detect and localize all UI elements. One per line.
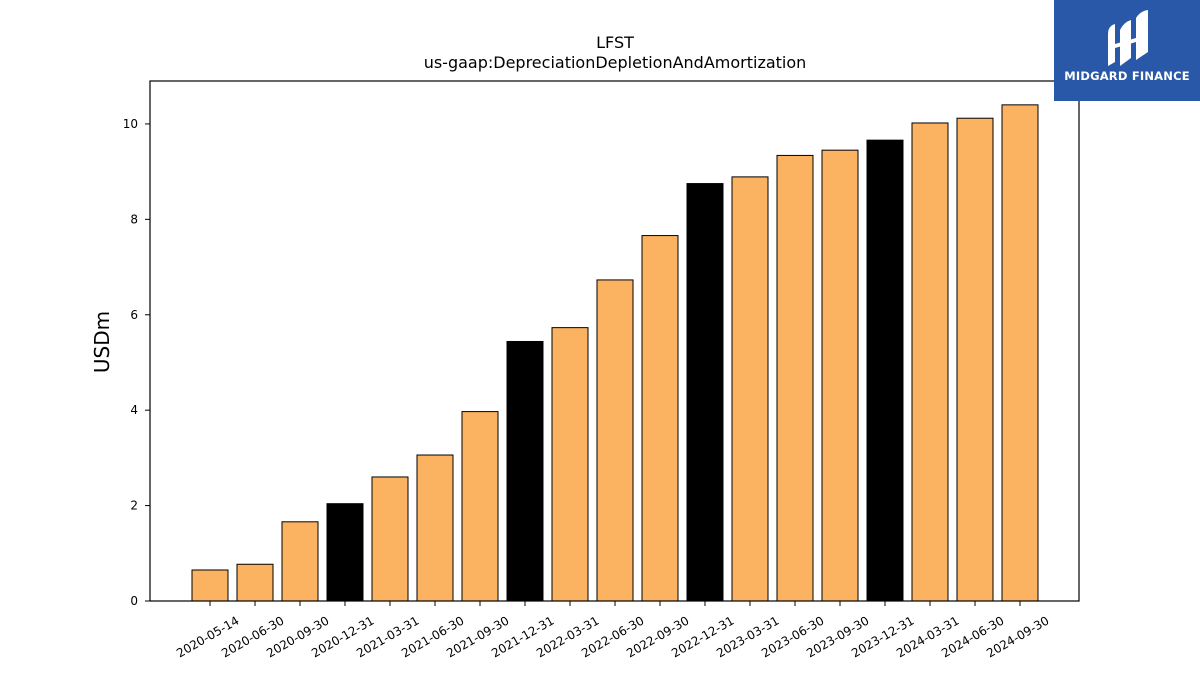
plot-frame — [149, 80, 1080, 602]
bar-2021-12-31 — [506, 340, 544, 602]
bar-2024-09-30 — [1001, 104, 1039, 602]
bar-2021-03-31 — [371, 476, 409, 602]
bar-2020-12-31 — [326, 503, 364, 602]
y-ticks-group: 0 2 4 6 8 10 — [123, 117, 150, 608]
bar-2021-06-30 — [416, 454, 454, 602]
bar-2020-06-30 — [236, 563, 274, 602]
y-tick-label: 6 — [130, 308, 138, 322]
x-ticks-group: 2020-05-142020-06-302020-09-302020-12-31… — [174, 601, 1052, 660]
bar-2022-12-31 — [686, 183, 724, 602]
bar-2022-06-30 — [596, 279, 634, 602]
y-tick-label: 8 — [130, 212, 138, 226]
y-tick-label: 2 — [130, 499, 138, 513]
chart-title: LFST — [596, 33, 634, 52]
y-axis-label: USDm — [90, 311, 114, 373]
logo-mark-icon — [1108, 10, 1148, 66]
y-tick-label: 0 — [130, 594, 138, 608]
bar-2022-03-31 — [551, 327, 589, 602]
bar-2023-06-30 — [776, 154, 814, 602]
bar-2020-09-30 — [281, 521, 319, 602]
midgard-finance-logo: MIDGARD FINANCE — [1054, 0, 1200, 101]
y-tick-label: 10 — [123, 117, 138, 131]
bar-2023-09-30 — [821, 149, 859, 602]
bar-2024-06-30 — [956, 117, 994, 602]
chart-subtitle: us-gaap:DepreciationDepletionAndAmortiza… — [424, 53, 807, 72]
logo-text: MIDGARD FINANCE — [1064, 69, 1190, 83]
bar-2023-03-31 — [731, 176, 769, 602]
bar-2024-03-31 — [911, 122, 949, 602]
bar-2020-05-14 — [191, 569, 229, 602]
bar-2022-09-30 — [641, 235, 679, 602]
bar-2021-09-30 — [461, 411, 499, 602]
bars-group — [191, 104, 1039, 602]
y-tick-label: 4 — [130, 403, 138, 417]
bar-2023-12-31 — [866, 139, 904, 602]
